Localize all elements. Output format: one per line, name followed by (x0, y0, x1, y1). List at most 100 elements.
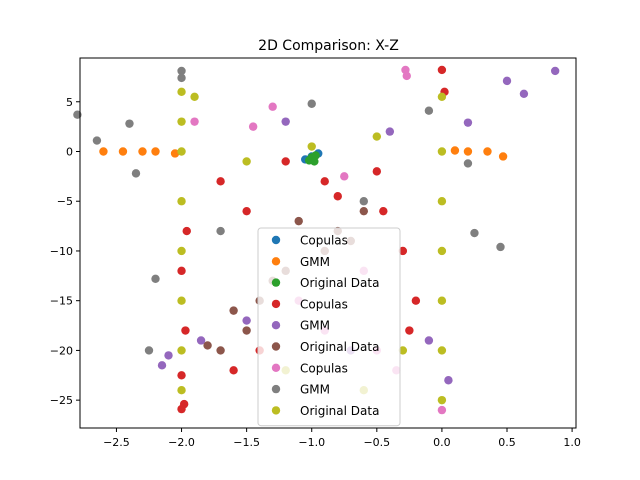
data-point-s3-p16 (216, 177, 225, 186)
data-point-s4-p1 (519, 89, 529, 99)
axes-layer: −2.5 −2.0 −1.5 −1.0 −0.5 0.0 0.5 1.0 5 0 −5 −10 −15 −… (50, 96, 581, 449)
legend-label: Copulas (300, 361, 348, 375)
data-point-s3-p17 (398, 246, 408, 256)
x-tick-label: −0.5 (363, 436, 390, 449)
data-point-s3-p18 (229, 366, 238, 375)
data-point-s8-p2 (177, 147, 186, 156)
data-point-s8-p6 (177, 346, 186, 355)
data-point-s5-p0 (229, 306, 238, 315)
data-point-s4-p0 (550, 66, 560, 76)
legend-marker (271, 299, 281, 309)
data-point-s4-p2 (502, 76, 512, 86)
data-point-s6-p6 (190, 117, 199, 126)
legend-marker (271, 321, 281, 330)
y-tick-label: −10 (50, 245, 73, 258)
data-point-s7-p4 (125, 119, 134, 128)
x-tick-label: −1.5 (233, 436, 260, 449)
data-point-s7-p14 (216, 226, 225, 236)
data-point-s7-p3 (92, 136, 102, 145)
data-point-s3-p9 (372, 167, 382, 176)
data-point-s7-p5 (131, 169, 141, 178)
data-point-s8-p15 (307, 142, 316, 151)
plot-frame (79, 57, 577, 429)
data-point-s7-p8 (424, 106, 434, 115)
legend-marker (271, 342, 281, 351)
data-point-s6-p10 (248, 122, 258, 131)
data-point-s8-p5 (177, 296, 186, 305)
data-point-s6-p2 (437, 405, 447, 415)
x-tick-label: −2.5 (103, 436, 130, 449)
x-tick-label: −2.0 (168, 436, 195, 449)
data-point-s3-p15 (242, 206, 251, 216)
data-point-s7-p13 (359, 197, 369, 206)
data-point-s4-p3 (463, 118, 473, 127)
data-point-s4-p8 (424, 336, 434, 345)
data-point-s4-p11 (385, 127, 395, 136)
data-point-s4-p5 (157, 361, 167, 370)
data-point-s1-p3 (151, 147, 160, 156)
data-point-s3-p7 (405, 326, 414, 335)
data-point-s8-p9 (437, 147, 447, 156)
y-tick-label: −25 (50, 394, 73, 407)
data-point-s8-p3 (177, 197, 186, 206)
data-point-s7-p2 (73, 110, 82, 119)
legend-marker (271, 257, 281, 266)
legend-marker (271, 384, 281, 394)
data-point-s7-p9 (496, 242, 505, 252)
data-point-s1-p4 (170, 149, 180, 158)
data-point-s5-p8 (359, 206, 369, 216)
data-point-s7-p1 (177, 73, 186, 83)
data-point-s8-p16 (372, 132, 382, 141)
data-point-s3-p1 (179, 399, 189, 409)
x-tick-label: −1.0 (298, 436, 325, 449)
data-point-s4-p7 (444, 376, 453, 385)
data-point-s7-p10 (470, 228, 479, 238)
data-point-s1-p1 (118, 147, 128, 156)
legend-label: Copulas (300, 297, 348, 311)
legend-marker (271, 363, 281, 372)
legend-marker (271, 235, 281, 245)
legend-label: Original Data (300, 404, 379, 418)
data-point-s8-p7 (177, 386, 186, 395)
data-point-s4-p6 (196, 336, 206, 345)
y-tick-label: 5 (66, 96, 73, 109)
data-point-s3-p6 (411, 296, 421, 305)
legend-box (257, 227, 401, 427)
y-tick-label: 0 (66, 145, 73, 158)
legend-label: GMM (300, 255, 330, 269)
data-point-s4-p12 (242, 316, 251, 325)
data-point-s3-p12 (437, 65, 447, 75)
data-point-s8-p21 (190, 92, 199, 101)
data-point-s8-p0 (177, 87, 186, 97)
data-point-s8-p4 (177, 246, 186, 256)
data-point-s1-p7 (498, 152, 508, 161)
legend-label: GMM (300, 319, 330, 333)
y-tick-label: −15 (50, 295, 73, 308)
data-point-s3-p4 (177, 266, 186, 276)
data-point-s5-p10 (294, 216, 303, 226)
legend-label: GMM (300, 383, 330, 397)
legend-marker (271, 406, 281, 415)
data-point-s8-p12 (437, 296, 447, 305)
data-point-s8-p1 (177, 117, 186, 126)
data-point-s5-p1 (242, 326, 251, 335)
data-point-s8-p13 (437, 346, 447, 355)
data-point-s3-p8 (379, 206, 388, 216)
data-point-s7-p11 (463, 159, 473, 168)
data-point-s7-p12 (307, 99, 316, 108)
data-point-s6-p1 (402, 71, 411, 81)
data-point-s1-p0 (99, 147, 108, 156)
data-point-s5-p4 (203, 341, 212, 350)
data-point-s1-p6 (483, 147, 492, 156)
y-tick-label: −20 (50, 344, 73, 357)
legend-marker (271, 278, 281, 287)
legend-label: Original Data (300, 276, 379, 290)
data-point-s1-p2 (138, 147, 147, 156)
data-point-s1-p5 (463, 147, 473, 156)
legend: Copulas GMM Original Data Copulas GMM Origina… (257, 227, 401, 427)
y-tick-label: −5 (57, 195, 73, 208)
data-point-s6-p11 (340, 172, 349, 181)
data-point-s6-p5 (268, 102, 277, 111)
data-point-s8-p8 (437, 92, 447, 101)
